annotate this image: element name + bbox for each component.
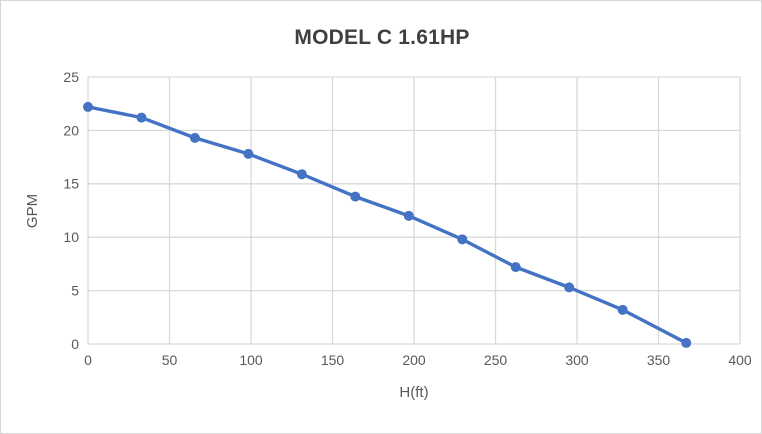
x-tick-label: 200	[402, 352, 426, 368]
x-tick-label: 300	[565, 352, 589, 368]
x-tick-label: 400	[728, 352, 752, 368]
series-line	[86, 105, 688, 345]
data-point	[136, 112, 147, 123]
data-point	[83, 101, 93, 112]
gridlines	[87, 76, 741, 345]
data-point	[681, 337, 692, 348]
x-tick-label: 50	[162, 352, 178, 368]
x-tick-label: 150	[321, 352, 345, 368]
y-tick-label: 0	[71, 336, 79, 352]
y-tick-label: 10	[63, 229, 79, 245]
series-layer	[83, 101, 692, 348]
y-axis-title: GPM	[24, 194, 41, 228]
tick-labels: 0 50 100 150 200 250 300 350 400 0 5 10 15 20 25	[63, 69, 751, 368]
data-point	[457, 234, 468, 245]
data-point	[296, 169, 307, 180]
y-tick-label: 25	[63, 69, 79, 85]
data-point	[564, 282, 575, 293]
x-tick-label: 250	[484, 352, 508, 368]
data-point	[243, 148, 254, 159]
chart-title: MODEL C 1.61HP	[294, 26, 469, 49]
data-point	[510, 262, 521, 273]
x-tick-label: 350	[647, 352, 671, 368]
data-point	[189, 132, 200, 143]
data-point	[617, 304, 628, 315]
x-tick-label: 0	[84, 352, 92, 368]
y-tick-label: 5	[71, 283, 79, 299]
x-axis-title: H(ft)	[399, 384, 428, 401]
data-point	[403, 210, 414, 221]
x-tick-label: 100	[239, 352, 263, 368]
y-tick-label: 20	[63, 122, 79, 138]
y-tick-label: 15	[63, 176, 79, 192]
data-point	[350, 191, 361, 202]
